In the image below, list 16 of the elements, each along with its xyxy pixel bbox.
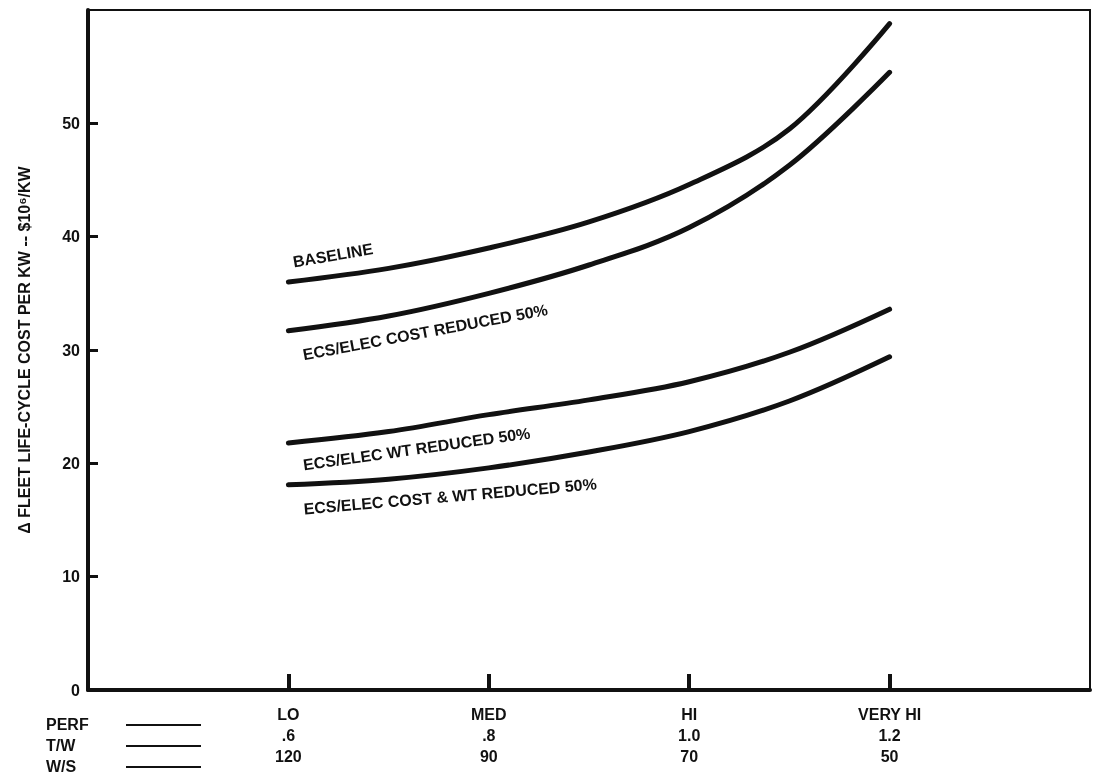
y-tick-label: 50	[62, 114, 81, 132]
text: BASELINE	[291, 240, 375, 271]
y-tick-label: 0	[71, 681, 81, 699]
x-tick-label: VERY HI 1.2 50	[858, 706, 922, 765]
y-tick-label: 10	[62, 568, 81, 586]
y-tick-label: 20	[62, 454, 81, 472]
y-axis-title: Δ FLEET LIFE-CYCLE COST PER KW -- $10⁶/KW	[15, 165, 33, 534]
x-tick-label: MED .8 90	[471, 706, 507, 765]
x-tick-label: LO .6 120	[275, 706, 302, 765]
text: ECS/ELEC COST REDUCED 50%	[301, 301, 549, 364]
text: ECS/ELEC WT REDUCED 50%	[302, 424, 532, 474]
y-tick-label: 30	[62, 341, 81, 359]
y-tick-label: 40	[62, 228, 81, 246]
x-tick-label: HI 1.0 70	[678, 706, 701, 765]
series-label: ECS/ELEC COST & WT REDUCED 50%	[303, 475, 598, 518]
x-axis-title: PERF T/W W/S	[46, 715, 90, 777]
